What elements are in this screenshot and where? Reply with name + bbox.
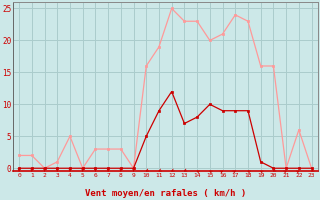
X-axis label: Vent moyen/en rafales ( km/h ): Vent moyen/en rafales ( km/h ) — [85, 189, 246, 198]
